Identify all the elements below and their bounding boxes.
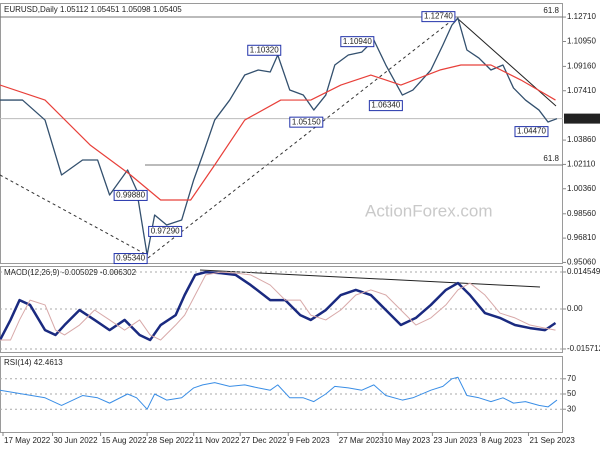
annotation-label: 1.06340 <box>371 101 400 110</box>
y-tick-label: 1.09160 <box>567 62 596 71</box>
annotation-box <box>289 116 324 128</box>
y-tick-label: 0.00 <box>567 304 583 313</box>
series-line <box>0 270 557 342</box>
y-tick-label: 0.98560 <box>567 209 596 218</box>
y-tick-label: 1.10950 <box>567 37 596 46</box>
x-tick-label: 30 Jun 2022 <box>54 436 99 445</box>
annotation-label: 1.05150 <box>292 117 321 126</box>
series-line <box>0 376 558 410</box>
y-tick-label: 1.03860 <box>567 135 596 144</box>
series-line <box>0 64 556 201</box>
x-tick-label: 28 Sep 2022 <box>148 436 194 445</box>
x-tick-label: 9 Feb 2023 <box>289 436 330 445</box>
annotation-box <box>514 126 549 138</box>
y-tick-label: 0.014549 <box>567 267 600 276</box>
last-price-box <box>564 113 600 124</box>
x-tick-label: 15 Aug 2022 <box>102 436 147 445</box>
annotation-label: 1.04470 <box>517 127 546 136</box>
annotation-label: 0.99880 <box>116 191 145 200</box>
y-tick-label: 50 <box>567 389 576 398</box>
watermark: ActionForex.com <box>365 201 493 220</box>
annotation-box <box>113 253 148 265</box>
annotation-label: 0.95340 <box>116 254 145 263</box>
annotation-box <box>340 36 375 48</box>
y-tick-label: 1.02110 <box>567 160 596 169</box>
x-tick-label: 27 Dec 2022 <box>241 436 287 445</box>
x-tick-label: 21 Sep 2023 <box>529 436 575 445</box>
annotation-label: 1.12740 <box>424 12 453 21</box>
annotation-box <box>113 189 148 201</box>
trend-line <box>456 17 557 107</box>
y-tick-label: 30 <box>567 404 576 413</box>
panel-title: EURUSD,Daily 1.05112 1.05451 1.05098 1.0… <box>4 5 182 14</box>
annotation-box <box>421 11 456 23</box>
trend-line <box>0 174 148 256</box>
price-panel <box>0 3 563 264</box>
x-tick-label: 8 Aug 2023 <box>481 436 522 445</box>
annotation-label: 1.10320 <box>250 45 279 54</box>
annotation-label: 1.10940 <box>343 37 372 46</box>
series-line <box>0 271 556 341</box>
x-tick-label: 10 May 2023 <box>384 436 431 445</box>
last-price-label: 1.05405 <box>567 114 596 123</box>
trend-line <box>147 17 456 259</box>
annotation-label: 0.97290 <box>151 227 180 236</box>
y-tick-label: -0.015712 <box>567 344 600 353</box>
x-tick-label: 17 May 2022 <box>4 436 51 445</box>
annotation-box <box>148 225 183 237</box>
x-tick-label: 23 Jun 2023 <box>433 436 478 445</box>
y-tick-label: 70 <box>567 374 576 383</box>
panel-title: MACD(12,26,9) -0.005029 -0.006302 <box>4 268 137 277</box>
series-line <box>0 17 558 256</box>
x-tick-label: 11 Nov 2022 <box>195 436 240 445</box>
y-tick-label: 1.00360 <box>567 184 596 193</box>
y-tick-label: 1.12710 <box>567 12 596 21</box>
annotation-box <box>368 100 403 112</box>
y-tick-label: 1.07410 <box>567 86 596 95</box>
y-tick-label: 0.95060 <box>567 258 596 267</box>
fib-label: 61.8 <box>543 6 559 15</box>
panel-title: RSI(14) 42.4613 <box>4 358 63 367</box>
fib-label: 61.8 <box>543 154 559 163</box>
annotation-box <box>247 44 282 56</box>
x-tick-label: 27 Mar 2023 <box>339 436 384 445</box>
trend-line <box>199 269 541 288</box>
y-tick-label: 0.96810 <box>567 233 596 242</box>
